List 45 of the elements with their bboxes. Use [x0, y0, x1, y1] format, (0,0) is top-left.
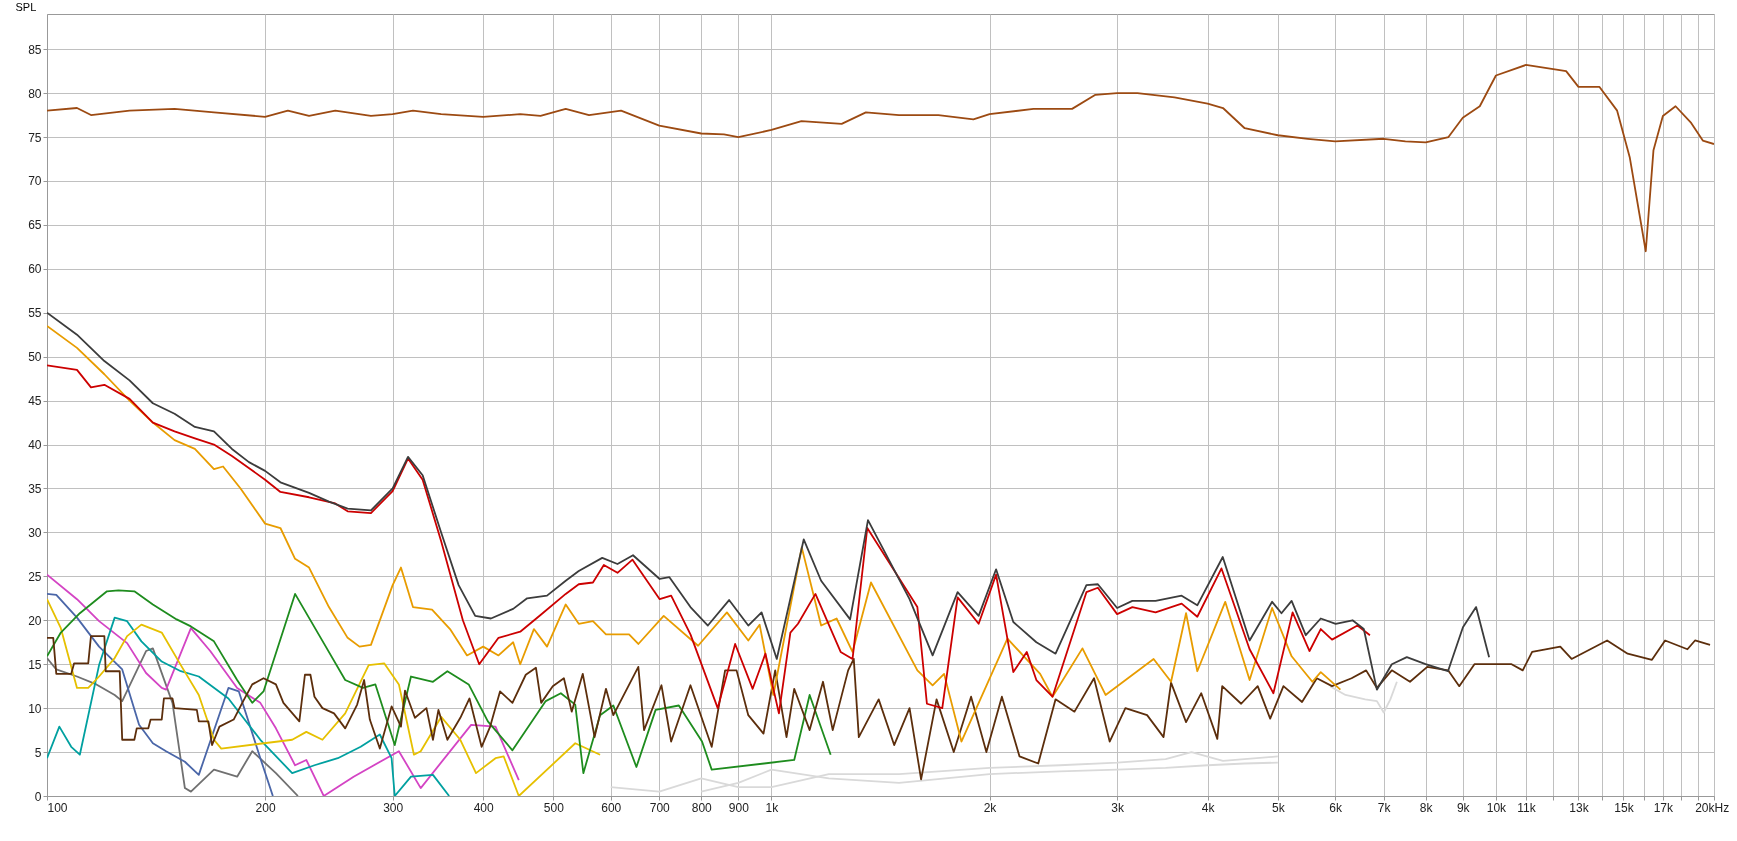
x-tick-label: 6k [1329, 800, 1344, 815]
y-tick-label: 80 [28, 86, 42, 101]
y-tick-label: 45 [28, 394, 42, 409]
x-tick-label: 8k [1419, 800, 1434, 815]
y-tick-label: 65 [28, 218, 42, 233]
x-tick-label: 3k [1111, 800, 1125, 815]
y-tick-label: 0 [34, 789, 42, 804]
x-tick-label: 15k [1614, 800, 1635, 815]
y-tick-label: 15 [28, 657, 42, 672]
x-tick-label: 20k [1695, 800, 1716, 815]
x-tick-label: 200 [255, 800, 276, 815]
x-tick-label: 4k [1201, 800, 1216, 815]
y-tick-label: 5 [34, 745, 42, 760]
x-tick-label: 300 [383, 800, 404, 815]
y-tick-label: 50 [28, 350, 42, 365]
y-tick-label: 40 [28, 438, 42, 453]
y-tick-label: 30 [28, 525, 42, 540]
x-tick-label: 1k [765, 800, 780, 815]
y-tick-label: 75 [28, 130, 42, 145]
y-tick-label: 70 [28, 174, 42, 189]
x-tick-label: 2k [983, 800, 998, 815]
y-tick-label: 85 [28, 42, 42, 57]
y-tick-label: 25 [28, 569, 42, 584]
x-tick-label: 600 [601, 800, 622, 815]
x-tick-label: 10k [1486, 800, 1508, 815]
x-tick-label: 11k [1517, 800, 1537, 815]
x-tick-label: 5k [1271, 800, 1286, 815]
x-tick-label: 800 [691, 800, 713, 815]
line-series [1329, 680, 1398, 714]
y-tick-label: 10 [28, 701, 42, 716]
x-tick-label: 400 [473, 800, 494, 815]
y-tick-label: 35 [28, 481, 42, 496]
x-tick-label: 9k [1456, 800, 1471, 815]
y-tick-label: 55 [28, 306, 42, 321]
x-tick-label: 900 [728, 800, 750, 815]
x-axis-title: Hz [1714, 800, 1730, 815]
x-tick-label: 17k [1653, 800, 1675, 815]
x-tick-label: 700 [649, 800, 671, 815]
x-tick-label: 7k [1377, 800, 1392, 815]
x-tick-label: 100 [47, 800, 68, 815]
y-axis-title: SPL [15, 0, 37, 13]
x-tick-label: 500 [543, 800, 565, 815]
y-tick-label: 20 [28, 613, 42, 628]
y-tick-label: 60 [28, 262, 42, 277]
x-tick-label: 13k [1569, 800, 1590, 815]
